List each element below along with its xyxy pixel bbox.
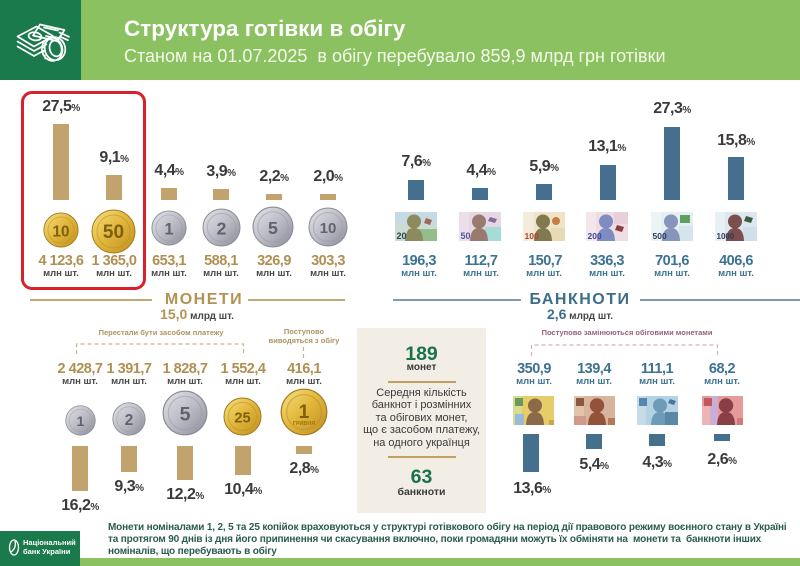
svg-text:10: 10 (320, 220, 337, 237)
svg-text:2: 2 (125, 412, 134, 429)
svg-text:200: 200 (588, 231, 602, 241)
svg-text:5: 5 (180, 403, 191, 425)
svg-text:25: 25 (234, 410, 250, 426)
svg-text:5: 5 (268, 218, 278, 238)
svg-text:100: 100 (525, 231, 539, 241)
svg-text:1: 1 (299, 402, 310, 423)
svg-text:ГРИВНЯ: ГРИВНЯ (293, 421, 315, 427)
svg-text:1000: 1000 (717, 232, 735, 241)
svg-text:1: 1 (77, 413, 85, 429)
svg-text:20: 20 (397, 231, 407, 241)
svg-text:10: 10 (53, 223, 70, 240)
svg-text:50: 50 (461, 231, 471, 241)
svg-text:1: 1 (164, 220, 173, 238)
svg-text:50: 50 (103, 222, 124, 243)
svg-text:500: 500 (653, 231, 667, 241)
svg-text:2: 2 (217, 218, 227, 238)
